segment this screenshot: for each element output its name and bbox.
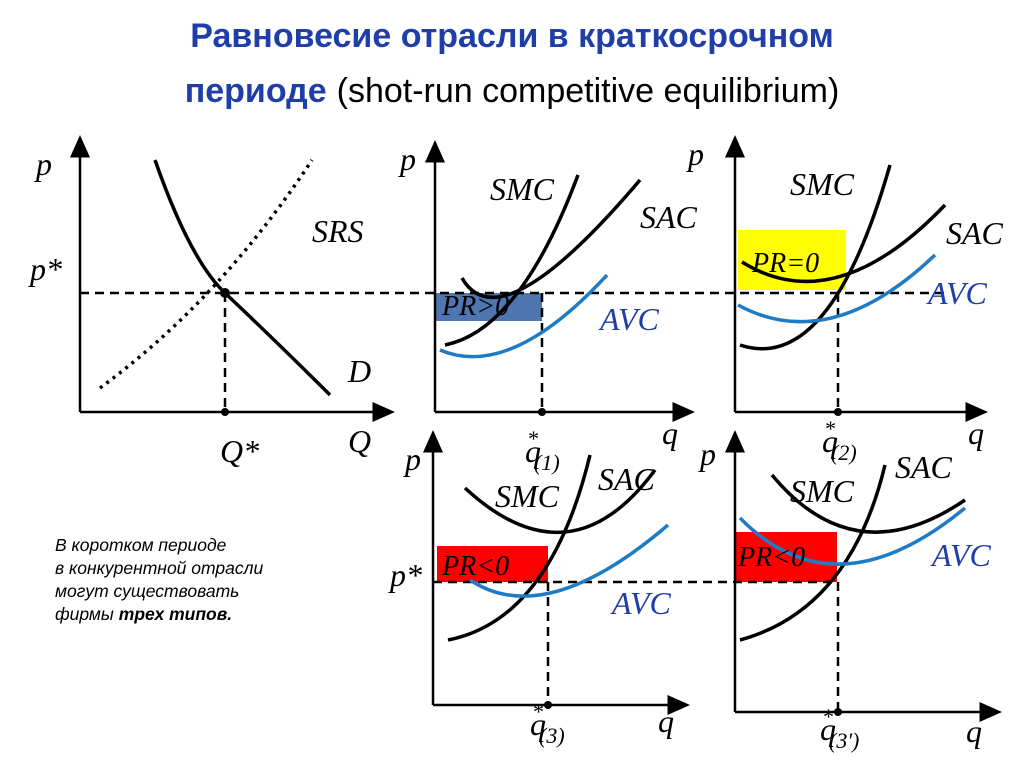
q-sub: (3) [539, 723, 565, 748]
avc-label: AVC [930, 537, 992, 573]
axes [70, 135, 1002, 722]
q-star: * [532, 699, 543, 724]
y-axis-label: p [698, 436, 716, 472]
note-line: в конкурентной отрасли [55, 558, 263, 578]
smc-label: SMC [490, 171, 555, 207]
guides [80, 291, 950, 712]
smc-label: SMC [495, 478, 560, 514]
quantity-label: q* (1) [525, 426, 560, 475]
profit-label: PR<0 [441, 551, 509, 582]
sac-label: SAC [640, 199, 698, 235]
x-axis-label: q [968, 415, 984, 451]
note-line: могут существовать [55, 581, 239, 601]
quantity-label: q* (2) [822, 416, 857, 465]
title-bold: периоде [185, 72, 327, 110]
sac-label: SAC [946, 215, 1004, 251]
smc-label: SMC [790, 473, 855, 509]
x-axis-label: Q [348, 423, 371, 459]
note-bold: трех типов. [119, 604, 232, 624]
q: q [525, 433, 541, 469]
q-sub: (2) [831, 440, 857, 465]
price-label: p* [28, 251, 62, 287]
x-axis-label: q [966, 713, 982, 749]
profit-label: PR<0 [737, 542, 805, 573]
q-star: * [527, 426, 538, 451]
labels: Равновесие отрасли в краткосрочном период… [28, 17, 1004, 753]
q: q [530, 706, 546, 742]
title-rest: (shot-run competitive equilibrium) [337, 72, 840, 110]
smc-label: SMC [790, 166, 855, 202]
avc-label: AVC [610, 585, 672, 621]
quantity-label: q* (3') [820, 704, 859, 753]
q-star: * [824, 416, 835, 441]
y-axis-label: p [403, 441, 421, 477]
sac-label: SAC [598, 461, 656, 497]
demand-label: D [347, 353, 371, 389]
curves [98, 159, 967, 642]
profit-label: PR>0 [441, 291, 509, 322]
q-sub: (3') [829, 728, 859, 753]
price-label: p* [388, 557, 422, 593]
profit-box [437, 546, 548, 582]
q: q [820, 711, 836, 747]
q-star: * [822, 704, 833, 729]
note-plain: фирмы [55, 604, 114, 624]
profit-label: PR=0 [751, 248, 819, 279]
quantity-label: q* (3) [530, 699, 565, 748]
note-line: фирмы трех типов. [55, 604, 232, 624]
sac-label: SAC [895, 449, 953, 485]
y-axis-label: p [398, 141, 416, 177]
avc-label: AVC [598, 301, 660, 337]
y-axis-label: p [686, 136, 704, 172]
quantity-label: Q* [220, 433, 259, 469]
note-line: В коротком периоде [55, 535, 227, 555]
x-axis-label: q [662, 415, 678, 451]
supply-label: SRS [312, 213, 364, 249]
profit-box [735, 532, 837, 582]
q-sub: (1) [534, 450, 560, 475]
title: Равновесие отрасли в краткосрочном [190, 17, 833, 55]
y-axis-label: p [34, 146, 52, 182]
q: q [822, 423, 838, 459]
title: периоде (shot-run competitive equilibrium… [185, 72, 840, 110]
avc-label: AVC [926, 275, 988, 311]
x-axis-label: q [658, 703, 674, 739]
